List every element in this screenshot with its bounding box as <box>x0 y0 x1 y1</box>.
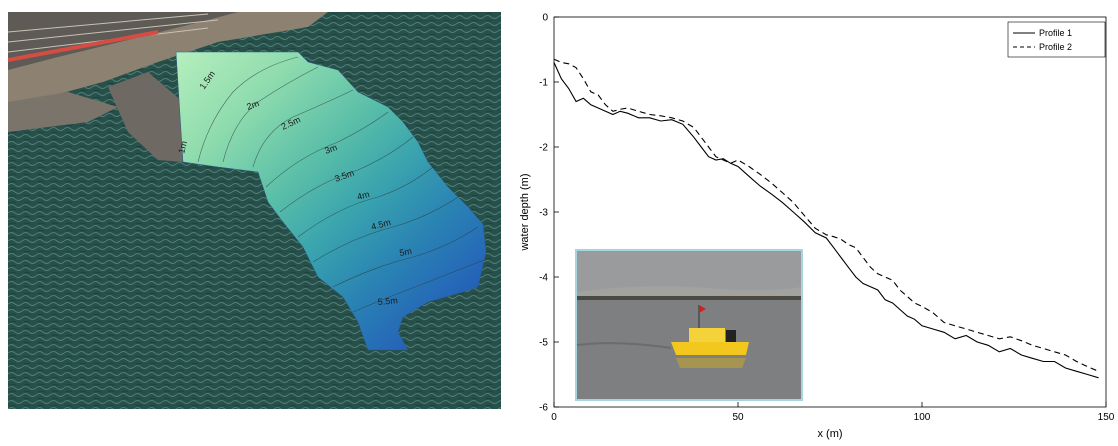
chart-svg: 0 50 100 150 0 -1 -2 -3 -4 -5 -6 x (m) water depth… <box>519 13 1115 441</box>
contour-label-2m: 2m <box>245 98 260 112</box>
y-tick-label: 0 <box>542 13 548 24</box>
survey-boat-reflection <box>676 358 746 368</box>
contour-label-3m: 3m <box>323 142 338 156</box>
axis-ticks: 0 50 100 150 0 -1 -2 -3 -4 -5 -6 <box>539 13 1115 424</box>
y-tick-label: -4 <box>539 273 548 284</box>
inset-wake <box>576 342 672 349</box>
legend-label-profile-2: Profile 2 <box>1039 42 1072 52</box>
x-tick-label: 0 <box>551 412 557 423</box>
survey-boat-motor <box>726 330 736 342</box>
chart-legend: Profile 1 Profile 2 <box>1007 21 1106 58</box>
aerial-bathymetry-map: 1.5m 2m 2.5m 3m 3.5m 4m 4.5m 5m 5.5m 1m <box>7 12 501 409</box>
contour-label-4m: 4m <box>356 189 371 202</box>
series-line-profile-2 <box>553 58 1099 372</box>
x-tick-label: 150 <box>1098 412 1115 423</box>
y-tick-label: -3 <box>539 208 548 219</box>
series-line-profile-1 <box>553 62 1099 379</box>
y-tick-label: -5 <box>539 338 548 349</box>
contour-lines <box>197 56 485 313</box>
survey-boat-hull <box>671 342 749 355</box>
survey-boat-flag <box>699 305 706 313</box>
contour-label-5m: 5m <box>399 246 413 258</box>
contour-label-1m: 1m <box>176 140 189 155</box>
red-railcars <box>7 30 159 62</box>
survey-boat-deck <box>689 328 725 342</box>
x-tick-label: 50 <box>732 412 744 423</box>
inset-distant-hills <box>577 286 801 298</box>
legend-box <box>1007 21 1106 58</box>
legend-label-profile-1: Profile 1 <box>1039 28 1072 38</box>
x-axis-label: x (m) <box>817 428 842 440</box>
y-tick-label: -6 <box>539 403 548 414</box>
inset-boat-photo <box>575 249 803 401</box>
depth-profile-chart: 0 50 100 150 0 -1 -2 -3 -4 -5 -6 x (m) water depth… <box>506 0 1118 441</box>
contour-label-5-5m: 5.5m <box>377 295 398 307</box>
y-tick-label: -1 <box>539 78 548 89</box>
y-tick-label: -2 <box>539 143 548 154</box>
x-tick-label: 100 <box>914 412 931 423</box>
rocky-shore <box>8 92 118 132</box>
series-lines <box>553 58 1099 379</box>
rock-jetty <box>108 72 183 162</box>
inset-far-shore <box>577 296 801 300</box>
bathymetry-overlay <box>175 51 487 351</box>
y-axis-label: water depth (m) <box>519 173 531 251</box>
bathymetry-map-svg: 1.5m 2m 2.5m 3m 3.5m 4m 4.5m 5m 5.5m 1m <box>7 12 501 409</box>
